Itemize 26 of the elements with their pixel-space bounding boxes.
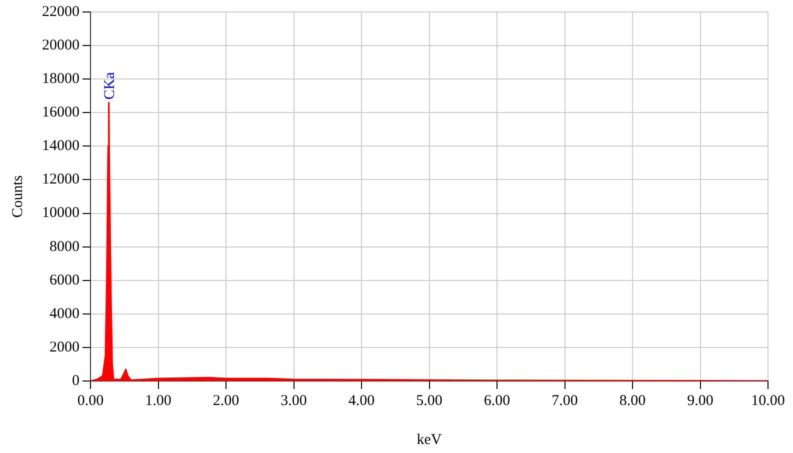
x-tick-label: 1.00 (145, 392, 172, 409)
y-tick-label: 20000 (42, 37, 80, 54)
y-tick-label: 22000 (42, 4, 80, 20)
x-tick-label: 7.00 (552, 392, 578, 409)
x-tick-label: 9.00 (687, 392, 714, 409)
x-tick-label: 3.00 (280, 392, 307, 409)
annotation: CKa (102, 72, 118, 100)
y-tick-label: 6000 (50, 272, 80, 288)
y-tick-label: 12000 (42, 172, 80, 188)
x-tick-label: 6.00 (484, 392, 510, 409)
y-axis-title: Counts (10, 175, 26, 218)
y-tick-label: 14000 (42, 138, 80, 154)
y-tick-label: 0 (72, 372, 80, 389)
x-tick-label: 0.00 (77, 392, 104, 409)
y-tick-label: 2000 (50, 339, 80, 356)
y-tick-label: 16000 (42, 104, 80, 121)
y-tick-label: 8000 (50, 238, 80, 255)
x-tick-label: 8.00 (619, 392, 646, 409)
x-tick-label: 10.00 (751, 392, 785, 409)
y-tick-label: 10000 (42, 205, 80, 222)
y-tick-label: 18000 (42, 71, 80, 88)
x-tick-label: 5.00 (416, 392, 442, 409)
x-axis-title: keV (416, 432, 442, 448)
x-tick-label: 2.00 (212, 392, 240, 409)
y-tick-label: 4000 (50, 306, 80, 322)
x-tick-label: 4.00 (348, 392, 375, 409)
